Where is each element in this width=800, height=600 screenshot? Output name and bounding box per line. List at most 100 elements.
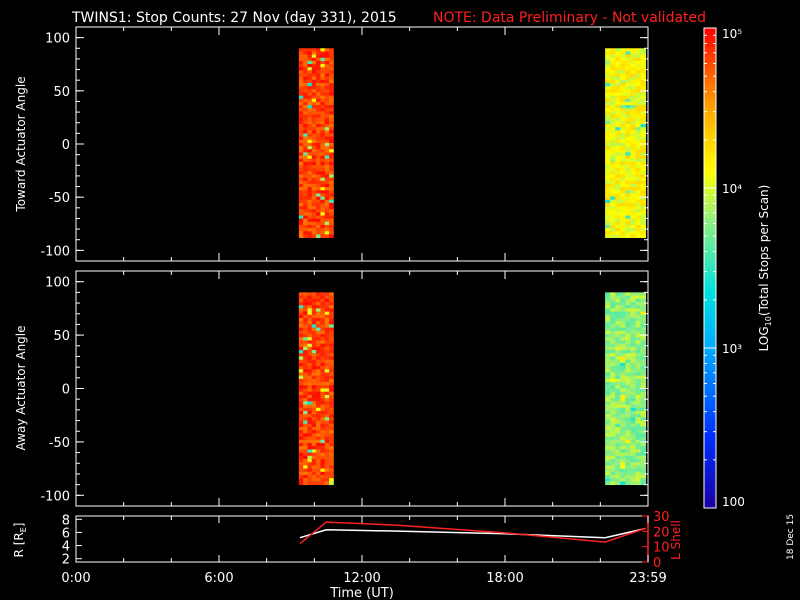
- heatmap-cell: [635, 340, 641, 345]
- heatmap-cell: [329, 321, 334, 325]
- heatmap-cell: [303, 388, 308, 393]
- heatmap-cell: [307, 86, 313, 90]
- heatmap-cell: [625, 60, 631, 65]
- heatmap-cell: [298, 168, 304, 172]
- heatmap-cell: [303, 311, 308, 316]
- heatmap-cell: [630, 343, 636, 348]
- heatmap-cell: [605, 196, 611, 201]
- y-tick-label: 50: [53, 85, 70, 100]
- heatmap-cell: [311, 193, 317, 197]
- heatmap-cell: [640, 60, 647, 65]
- heatmap-cell: [329, 161, 334, 166]
- heatmap-cell: [620, 209, 626, 213]
- heatmap-cell: [635, 206, 641, 210]
- heatmap-cell: [320, 73, 326, 78]
- heatmap-cell: [625, 353, 631, 357]
- heatmap-cell: [307, 478, 313, 482]
- orbit-left-tick-label: 8: [62, 513, 70, 528]
- heatmap-cell: [615, 117, 621, 122]
- heatmap-cell: [620, 98, 626, 103]
- heatmap-cell: [311, 442, 317, 447]
- colorbar-tick-label: 10³: [722, 342, 742, 356]
- heatmap-cell: [605, 372, 611, 377]
- heatmap-cell: [311, 199, 317, 204]
- heatmap-cell: [298, 206, 304, 210]
- heatmap-cell: [311, 311, 317, 316]
- heatmap-cell: [307, 446, 313, 450]
- heatmap-cell: [316, 301, 321, 306]
- heatmap-cell: [640, 346, 647, 351]
- heatmap-cell: [605, 398, 611, 402]
- heatmap-cell: [615, 89, 621, 93]
- heatmap-cell: [615, 375, 621, 380]
- heatmap-cell: [311, 327, 317, 332]
- heatmap-cell: [307, 155, 313, 160]
- heatmap-cell: [625, 449, 631, 453]
- heatmap-cell: [620, 70, 626, 74]
- heatmap-cell: [630, 423, 636, 428]
- heatmap-cell: [320, 79, 326, 84]
- heatmap-cell: [610, 152, 616, 156]
- heatmap-cell: [324, 174, 330, 179]
- heatmap-cell: [311, 366, 317, 370]
- heatmap-cell: [316, 318, 321, 322]
- heatmap-cell: [630, 86, 636, 90]
- heatmap-cell: [605, 165, 611, 169]
- heatmap-cell: [610, 82, 616, 87]
- heatmap-cell: [635, 414, 641, 418]
- heatmap-cell: [303, 180, 308, 185]
- heatmap-cell: [316, 410, 321, 415]
- heatmap-cell: [316, 177, 321, 182]
- heatmap-cell: [615, 398, 621, 402]
- heatmap-cell: [329, 165, 334, 169]
- heatmap-cell: [620, 149, 626, 153]
- heatmap-cell: [311, 308, 317, 312]
- heatmap-cell: [298, 124, 304, 128]
- heatmap-cell: [324, 183, 330, 188]
- heatmap-cell: [298, 350, 304, 354]
- heatmap-cell: [615, 334, 621, 338]
- heatmap-cell: [320, 378, 326, 383]
- heatmap-cell: [635, 79, 641, 84]
- heatmap-cell: [615, 171, 621, 175]
- heatmap-cell: [324, 462, 330, 466]
- heatmap-cell: [329, 108, 334, 112]
- heatmap-cell: [635, 401, 641, 405]
- heatmap-cell: [298, 130, 304, 134]
- heatmap-cell: [298, 362, 304, 367]
- heatmap-cell: [615, 343, 621, 348]
- heatmap-cell: [635, 318, 641, 322]
- colorbar-tick-label: 100: [722, 495, 745, 509]
- heatmap-cell: [610, 136, 616, 141]
- heatmap-cell: [640, 295, 647, 300]
- heatmap-cell: [625, 73, 631, 78]
- heatmap-cell: [625, 215, 631, 220]
- heatmap-cell: [303, 199, 308, 204]
- heatmap-cell: [610, 64, 616, 68]
- heatmap-cell: [324, 446, 330, 450]
- heatmap-cell: [615, 459, 621, 463]
- heatmap-cell: [303, 308, 308, 312]
- heatmap-cell: [316, 430, 321, 434]
- heatmap-cell: [605, 48, 611, 52]
- heatmap-cell: [320, 375, 326, 380]
- heatmap-cell: [640, 155, 647, 160]
- heatmap-cell: [640, 372, 647, 377]
- heatmap-cell: [329, 206, 334, 210]
- heatmap-cell: [620, 407, 626, 412]
- heatmap-cell: [320, 202, 326, 207]
- heatmap-cell: [311, 465, 317, 470]
- heatmap-cell: [635, 356, 641, 361]
- heatmap-cell: [311, 64, 317, 68]
- heatmap-cell: [320, 133, 326, 138]
- heatmap-cell: [640, 124, 647, 128]
- heatmap-cell: [610, 183, 616, 188]
- heatmap-cell: [605, 350, 611, 354]
- heatmap-cell: [620, 420, 626, 425]
- heatmap-cell: [329, 212, 334, 216]
- heatmap-cell: [311, 165, 317, 169]
- orbit-right-tick-label: 20: [653, 525, 670, 540]
- heatmap-cell: [630, 215, 636, 220]
- heatmap-cell: [630, 92, 636, 97]
- heatmap-cell: [630, 455, 636, 460]
